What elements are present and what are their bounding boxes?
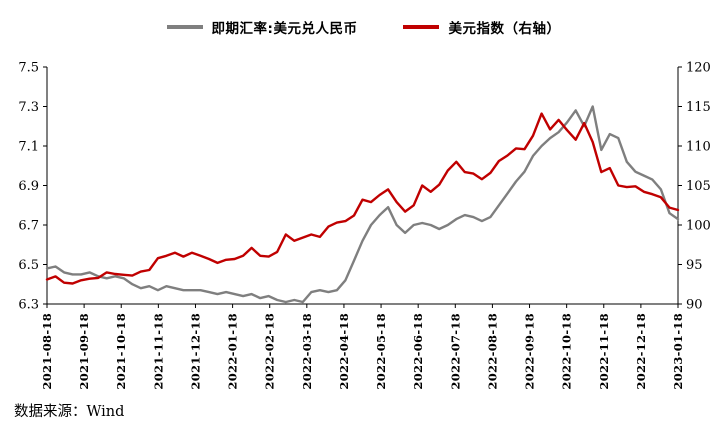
right-axis-tick-label: 90 bbox=[686, 298, 703, 313]
x-axis-date-label: 2023-01-18 bbox=[671, 313, 685, 390]
left-axis-tick-label: 6.3 bbox=[18, 298, 39, 313]
dollar-index-series-line bbox=[45, 112, 680, 285]
x-axis-date-label: 2022-02-18 bbox=[263, 313, 277, 390]
right-axis-tick-label: 120 bbox=[686, 61, 711, 76]
x-axis-date-label: 2022-12-18 bbox=[634, 313, 648, 390]
x-axis-date-label: 2022-05-18 bbox=[374, 313, 388, 390]
x-axis-date-label: 2022-07-18 bbox=[448, 313, 462, 390]
x-axis-date-label: 2022-11-18 bbox=[597, 313, 611, 390]
x-axis-date-label: 2021-11-18 bbox=[151, 313, 165, 390]
data-source-note: 数据来源：Wind bbox=[14, 404, 125, 420]
axes bbox=[43, 66, 682, 308]
left-axis-tick-label: 7.3 bbox=[18, 100, 39, 115]
x-axis-date-label: 2022-08-18 bbox=[485, 313, 499, 390]
x-axis-date-label: 2021-10-18 bbox=[114, 313, 128, 390]
left-axis-tick-label: 6.5 bbox=[18, 258, 39, 273]
x-axis-date-label: 2022-09-18 bbox=[523, 313, 537, 390]
left-axis-tick-label: 7.1 bbox=[18, 140, 39, 155]
left-axis-tick-label: 6.9 bbox=[18, 179, 39, 194]
legend-label-dollar-index: 美元指数（右轴） bbox=[448, 21, 561, 37]
x-axis-date-label: 2021-09-18 bbox=[77, 313, 91, 390]
x-axis-date-label: 2021-12-18 bbox=[188, 313, 202, 390]
x-axis-date-label: 2021-08-18 bbox=[40, 313, 54, 390]
legend-label-usdcny-spot: 即期汇率:美元兑人民币 bbox=[211, 21, 358, 37]
usdcny-line-swatch bbox=[166, 25, 203, 29]
left-axis-tick-label: 6.7 bbox=[18, 219, 39, 234]
x-axis-date-label: 2022-04-18 bbox=[337, 313, 351, 390]
right-axis-tick-label: 105 bbox=[686, 179, 711, 194]
right-axis-tick-label: 110 bbox=[686, 140, 711, 155]
right-axis-tick-label: 95 bbox=[686, 258, 703, 273]
right-axis-tick-label: 115 bbox=[686, 100, 711, 115]
usdcny-spot-series-line bbox=[45, 105, 680, 304]
right-axis-tick-label: 100 bbox=[686, 219, 711, 234]
legend-item-dollar-index: 美元指数（右轴） bbox=[403, 17, 560, 37]
chart-legend: 即期汇率:美元兑人民币 美元指数（右轴） bbox=[0, 17, 727, 37]
x-axis-date-label: 2022-06-18 bbox=[411, 313, 425, 390]
x-axis-date-label: 2022-03-18 bbox=[300, 313, 314, 390]
axis-labels: 7.5 7.3 7.1 6.9 6.7 6.5 6.3 120 115 110 105 100 95 90… bbox=[18, 61, 711, 390]
x-axis-date-label: 2022-10-18 bbox=[560, 313, 574, 390]
x-axis-date-label: 2022-01-18 bbox=[226, 313, 240, 390]
dollar-index-line-swatch bbox=[403, 25, 440, 29]
left-axis-tick-label: 7.5 bbox=[18, 61, 39, 76]
legend-item-usdcny-spot: 即期汇率:美元兑人民币 bbox=[166, 17, 358, 37]
